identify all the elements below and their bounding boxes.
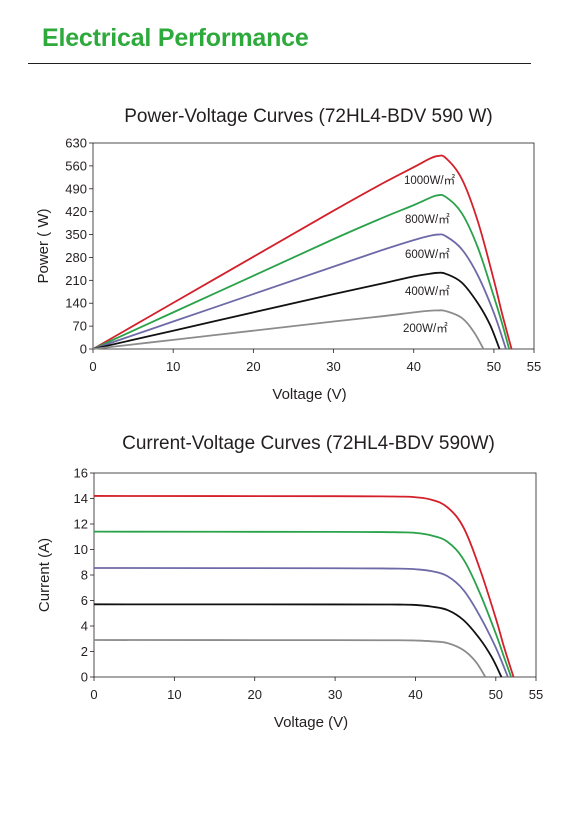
iv-y-tick-label: 6 <box>81 593 88 608</box>
pv-y-axis-label: Power ( W) <box>35 208 52 283</box>
iv-y-tick-label: 12 <box>74 517 88 532</box>
iv-y-tick-label: 14 <box>74 491 88 506</box>
iv-y-axis-label: Current (A) <box>36 538 53 612</box>
pv-y-tick-label: 0 <box>80 342 87 357</box>
pv-y-tick-label: 70 <box>73 319 87 334</box>
pv-series-800-label: 800W/㎡ <box>405 213 450 226</box>
iv-y-tick-label: 10 <box>74 542 88 557</box>
pv-y-tick-label: 630 <box>65 136 87 151</box>
pv-series-1000-line <box>92 154 513 350</box>
pv-y-tick-label: 140 <box>65 296 87 311</box>
pv-x-axis-label: Voltage (V) <box>272 386 346 403</box>
section-divider <box>28 63 531 64</box>
pv-series-400-line <box>92 271 501 350</box>
iv-y-tick-label: 8 <box>81 568 88 583</box>
pv-chart: 0 70 140 210 280 350 420 490 560 630 0 10 20 30 40 50 55… <box>35 136 541 404</box>
pv-series-400-label: 400W/㎡ <box>405 285 450 298</box>
iv-y-tick-label: 0 <box>81 670 88 685</box>
pv-series-800-line <box>92 193 511 350</box>
pv-x-tick-label: 30 <box>326 359 340 374</box>
pv-x-tick-label: 55 <box>527 359 541 374</box>
iv-series-200-line <box>93 639 487 678</box>
pv-x-tick-label: 50 <box>487 359 501 374</box>
iv-x-tick-label: 10 <box>167 687 181 702</box>
pv-x-tick-label: 0 <box>89 359 96 374</box>
iv-x-tick-label: 50 <box>489 687 503 702</box>
iv-plot-frame <box>93 472 537 678</box>
iv-y-tick-label: 16 <box>74 466 88 481</box>
pv-x-tick-label: 20 <box>246 359 260 374</box>
iv-x-tick-label: 55 <box>529 687 543 702</box>
iv-chart-title: Current-Voltage Curves (72HL4-BDV 590W) <box>122 433 495 454</box>
pv-series-600-label: 600W/㎡ <box>405 248 450 261</box>
iv-chart: 0 2 4 6 8 10 12 14 16 0 10 20 30 40 50 55 Voltage (V) Cur… <box>36 466 543 732</box>
pv-y-tick-label: 350 <box>65 227 87 242</box>
pv-series-1000-label: 1000W/㎡ <box>404 174 456 187</box>
iv-x-tick-label: 0 <box>90 687 97 702</box>
iv-series-400-line <box>93 603 503 678</box>
pv-chart-title: Power-Voltage Curves (72HL4-BDV 590 W) <box>124 106 493 127</box>
pv-plot-frame <box>92 142 535 350</box>
pv-y-tick-label: 210 <box>65 273 87 288</box>
section-title: Electrical Performance <box>42 24 309 52</box>
iv-y-tick-label: 4 <box>81 619 88 634</box>
iv-x-axis-label: Voltage (V) <box>274 714 348 731</box>
pv-series-200-line <box>92 309 485 350</box>
iv-series-800-line <box>93 530 512 678</box>
pv-x-tick-label: 10 <box>166 359 180 374</box>
pv-y-tick-label: 420 <box>65 204 87 219</box>
pv-series-600-line <box>92 233 507 350</box>
pv-y-tick-label: 280 <box>65 250 87 265</box>
pv-series-200-label: 200W/㎡ <box>403 322 448 335</box>
iv-series-1000-line <box>93 495 515 678</box>
iv-x-tick-label: 30 <box>328 687 342 702</box>
pv-y-tick-label: 490 <box>65 181 87 196</box>
iv-x-tick-label: 40 <box>408 687 422 702</box>
iv-series-600-line <box>93 567 509 678</box>
pv-y-tick-label: 560 <box>65 158 87 173</box>
pv-x-tick-label: 40 <box>406 359 420 374</box>
iv-x-tick-label: 20 <box>247 687 261 702</box>
iv-y-tick-label: 2 <box>81 644 88 659</box>
